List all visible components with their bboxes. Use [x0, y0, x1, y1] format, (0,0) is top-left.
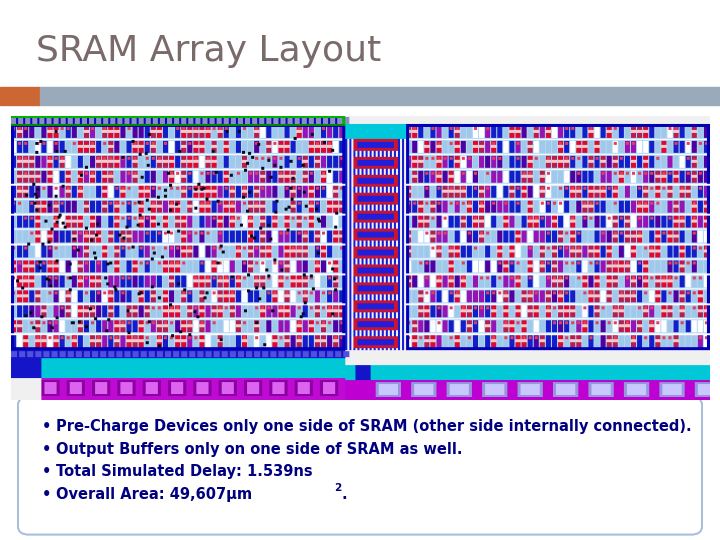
Bar [0, 87, 40, 105]
Text: Total Simulated Delay: 1.539ns: Total Simulated Delay: 1.539ns [56, 464, 312, 480]
Text: •: • [42, 487, 51, 502]
Text: •: • [42, 419, 51, 434]
Text: Output Buffers only on one side of SRAM as well.: Output Buffers only on one side of SRAM … [56, 442, 463, 457]
Bar [40, 87, 720, 105]
Text: SRAM Array Layout: SRAM Array Layout [36, 33, 382, 68]
Text: 2: 2 [334, 483, 341, 492]
Text: .: . [341, 487, 347, 502]
Text: •: • [42, 464, 51, 480]
Text: Overall Area: 49,607μm: Overall Area: 49,607μm [56, 487, 252, 502]
Text: •: • [42, 442, 51, 457]
FancyBboxPatch shape [18, 397, 702, 535]
Text: Pre-Charge Devices only one side of SRAM (other side internally connected).: Pre-Charge Devices only one side of SRAM… [56, 419, 692, 434]
